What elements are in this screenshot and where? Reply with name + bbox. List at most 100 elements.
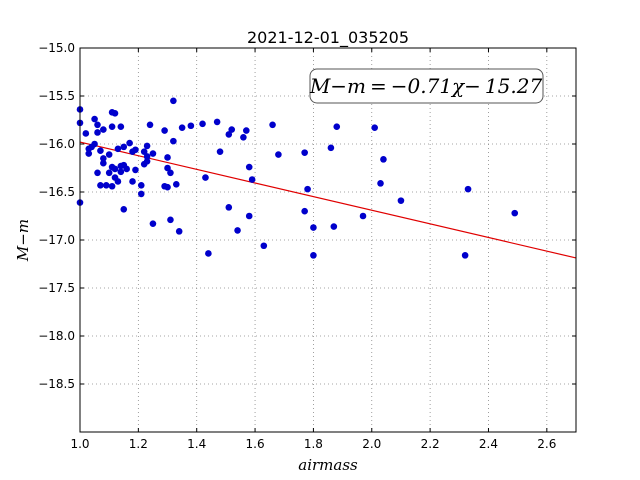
data-point (377, 180, 384, 187)
y-tick-label: −17.0 (38, 233, 75, 247)
data-point (228, 126, 236, 133)
x-tick-label: 1.6 (246, 437, 265, 451)
data-point (91, 140, 98, 148)
data-point (85, 150, 93, 157)
data-point (213, 118, 221, 126)
data-point (126, 139, 133, 147)
data-point (380, 156, 387, 163)
data-point (108, 182, 116, 190)
data-point (202, 174, 209, 181)
data-point (108, 123, 116, 131)
data-point (120, 205, 128, 213)
data-point (105, 151, 113, 158)
data-point (175, 228, 183, 235)
data-point (164, 154, 171, 161)
x-axis-label: airmass (298, 456, 358, 474)
data-point (94, 129, 101, 136)
data-point (97, 147, 104, 155)
data-point (511, 209, 519, 217)
data-point (178, 124, 186, 131)
data-point (461, 252, 469, 259)
data-point (464, 185, 472, 193)
data-point (132, 146, 139, 154)
x-tick-label: 1.8 (304, 437, 323, 451)
data-point (301, 149, 308, 156)
data-point (117, 123, 125, 131)
y-tick-label: −15.0 (38, 41, 75, 55)
data-point (225, 131, 233, 138)
y-tick-label: −17.5 (38, 281, 75, 295)
y-tick-label: −18.5 (38, 377, 75, 391)
data-point (245, 212, 253, 220)
data-point (310, 252, 317, 259)
data-point (240, 133, 247, 141)
data-point (120, 143, 128, 151)
fit-line-group (79, 141, 577, 259)
axis-ticks (79, 47, 576, 432)
data-point (330, 223, 338, 230)
data-point (161, 127, 168, 134)
data-point (143, 157, 151, 165)
data-point (170, 137, 177, 145)
data-point (275, 151, 282, 158)
data-point (146, 121, 154, 129)
data-point (164, 164, 171, 172)
data-point (102, 181, 110, 189)
data-point (327, 144, 335, 152)
data-point (100, 159, 107, 167)
x-tick-labels: 1.0 1.2 1.4 1.6 1.8 2.0 2.2 2.4 2.6 (70, 437, 556, 451)
data-point (149, 220, 157, 227)
data-point (164, 183, 171, 191)
data-point (167, 216, 174, 224)
data-point (111, 165, 119, 173)
data-point (216, 148, 224, 155)
data-point (167, 169, 174, 177)
data-point (310, 224, 317, 231)
data-point (149, 150, 157, 157)
chart-title: 2021-12-01_035205 (247, 28, 409, 48)
data-point (100, 155, 107, 162)
data-point (82, 130, 90, 137)
data-point (245, 163, 253, 171)
data-point (137, 190, 145, 198)
data-point (132, 166, 139, 174)
annotation-box (309, 68, 544, 104)
data-point (129, 178, 136, 185)
y-tick-label: −18.0 (38, 329, 75, 343)
data-point (199, 120, 206, 128)
y-tick-label: −15.5 (38, 89, 75, 103)
data-point (304, 185, 311, 193)
y-axis-label: M−m (14, 219, 32, 262)
data-point (123, 165, 130, 173)
scatter-points (76, 97, 519, 259)
x-tick-label: 2.4 (479, 437, 498, 451)
data-point (243, 127, 250, 134)
data-point (114, 145, 122, 153)
x-tick-label: 2.6 (537, 437, 556, 451)
data-point (397, 197, 405, 204)
fit-equation-box: M−m = −0.71χ− 15.27 (309, 68, 544, 104)
data-point (143, 142, 151, 150)
x-tick-label: 1.2 (129, 437, 148, 451)
x-tick-label: 2.0 (362, 437, 381, 451)
data-point (234, 227, 241, 234)
data-point (143, 153, 151, 160)
data-point (105, 169, 113, 177)
data-point (111, 109, 119, 117)
data-point (359, 212, 367, 220)
y-tick-labels: −15.0 −15.5 −16.0 −16.5 −17.0 −17.5 −18.0 −18.5 (38, 41, 75, 391)
data-point (170, 97, 177, 105)
x-tick-label: 1.4 (187, 437, 206, 451)
data-point (117, 168, 125, 176)
x-tick-label: 1.0 (70, 437, 89, 451)
data-point (371, 124, 378, 131)
data-point (333, 123, 341, 131)
fit-equation-text: M−m = −0.71χ− 15.27 (309, 74, 543, 98)
fit-line (79, 141, 577, 259)
data-point (100, 126, 107, 133)
data-point (260, 242, 268, 250)
data-point (137, 181, 145, 189)
data-point (301, 207, 308, 215)
data-point (187, 122, 195, 130)
data-point (225, 204, 233, 211)
